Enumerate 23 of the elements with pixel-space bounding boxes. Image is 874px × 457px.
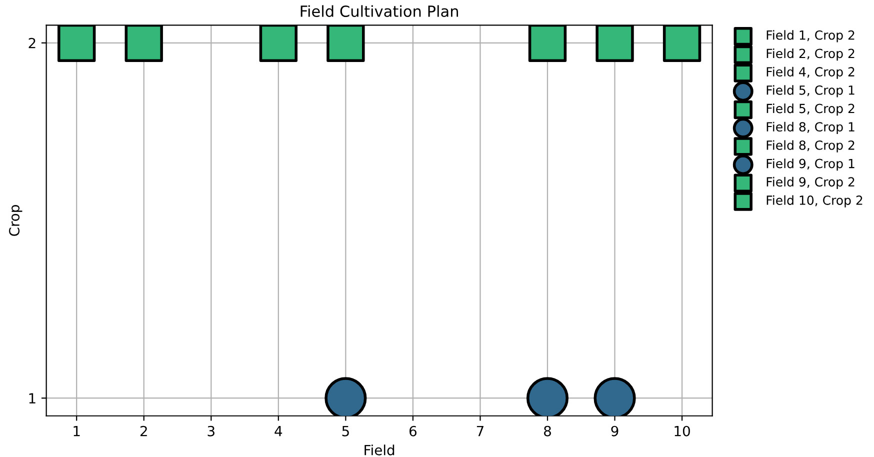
legend-label: Field 9, Crop 1 bbox=[766, 158, 854, 171]
legend-label: Field 8, Crop 2 bbox=[766, 140, 854, 152]
x-tick-label: 3 bbox=[208, 426, 214, 436]
legend-label: Field 5, Crop 2 bbox=[766, 104, 854, 116]
legend-label: Field 5, Crop 1 bbox=[766, 85, 854, 98]
x-tick-label: 1 bbox=[74, 426, 80, 436]
x-tick-label: 7 bbox=[476, 426, 484, 436]
x-tick-label: 8 bbox=[544, 426, 551, 436]
legend-label: Field 10, Crop 2 bbox=[766, 195, 862, 208]
chart-title: Field Cultivation Plan bbox=[300, 5, 458, 18]
legend-label: Field 1, Crop 2 bbox=[766, 30, 854, 42]
x-tick-label: 5 bbox=[342, 426, 349, 436]
x-tick-label: 2 bbox=[140, 426, 147, 436]
x-tick-label: 4 bbox=[274, 426, 282, 436]
y-axis-title: Crop bbox=[9, 205, 22, 236]
x-tick-label: 9 bbox=[611, 426, 618, 436]
x-tick-label: 6 bbox=[410, 426, 416, 436]
legend-label: Field 2, Crop 2 bbox=[766, 48, 854, 61]
legend-label: Field 9, Crop 2 bbox=[766, 176, 854, 190]
legend-label: Field 4, Crop 2 bbox=[766, 66, 854, 79]
x-tick-label: 10 bbox=[674, 426, 690, 436]
x-axis-title: Field bbox=[364, 444, 394, 456]
legend-label: Field 8, Crop 1 bbox=[766, 122, 854, 134]
